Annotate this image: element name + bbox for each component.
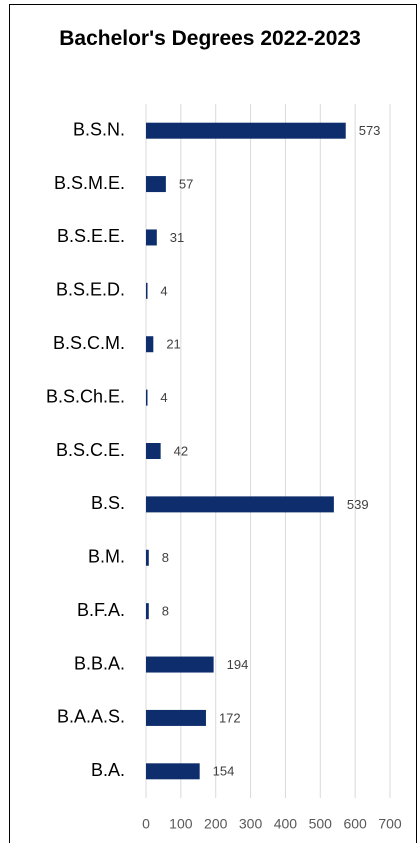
y-tick-label: B.S.N.: [73, 119, 125, 139]
bar: [146, 389, 148, 406]
data-label: 21: [166, 337, 180, 352]
data-label: 4: [160, 283, 167, 298]
data-label: 31: [170, 230, 184, 245]
x-tick-label: 0: [142, 816, 150, 832]
bar: [146, 336, 154, 353]
data-label: 194: [227, 657, 249, 672]
y-tick-label: B.A.A.S.: [57, 707, 125, 727]
y-tick-label: B.S.E.D.: [56, 280, 125, 300]
y-tick-label: B.F.A.: [77, 600, 125, 620]
bar: [146, 122, 346, 139]
y-tick-label: B.S.M.E.: [54, 173, 125, 193]
bar: [146, 709, 206, 726]
data-label: 539: [347, 497, 369, 512]
y-tick-label: B.M.: [88, 547, 125, 567]
chart-border: [9, 4, 417, 843]
y-tick-label: B.S.Ch.E.: [46, 386, 125, 406]
data-label: 8: [162, 604, 169, 619]
data-label: 154: [213, 764, 235, 779]
chart-title: Bachelor's Degrees 2022-2023: [59, 27, 361, 50]
bar: [146, 496, 334, 513]
data-label: 4: [160, 390, 167, 405]
y-tick-label: B.A.: [91, 760, 125, 780]
x-tick-label: 700: [378, 816, 402, 832]
x-tick-label: 100: [169, 816, 193, 832]
bar: [146, 443, 161, 459]
bar: [146, 763, 200, 780]
bar: [146, 176, 166, 193]
data-label: 172: [219, 710, 241, 725]
bar: [146, 656, 214, 673]
x-tick-label: 200: [204, 816, 228, 832]
bar: [146, 549, 149, 566]
data-label: 57: [179, 177, 193, 192]
x-tick-label: 300: [239, 816, 263, 832]
x-tick-label: 500: [309, 816, 333, 832]
x-tick-label: 400: [274, 816, 298, 832]
x-tick-label: 600: [343, 816, 367, 832]
data-label: 42: [174, 443, 188, 458]
y-tick-label: B.B.A.: [74, 653, 125, 673]
y-tick-label: B.S.: [91, 493, 125, 513]
data-label: 8: [162, 550, 169, 565]
bar: [146, 229, 157, 246]
y-tick-label: B.S.C.M.: [53, 333, 125, 353]
y-tick-label: B.S.E.E.: [57, 226, 125, 246]
bar: [146, 282, 148, 299]
bar: [146, 603, 149, 620]
data-label: 573: [359, 123, 381, 138]
y-tick-label: B.S.C.E.: [56, 440, 125, 460]
